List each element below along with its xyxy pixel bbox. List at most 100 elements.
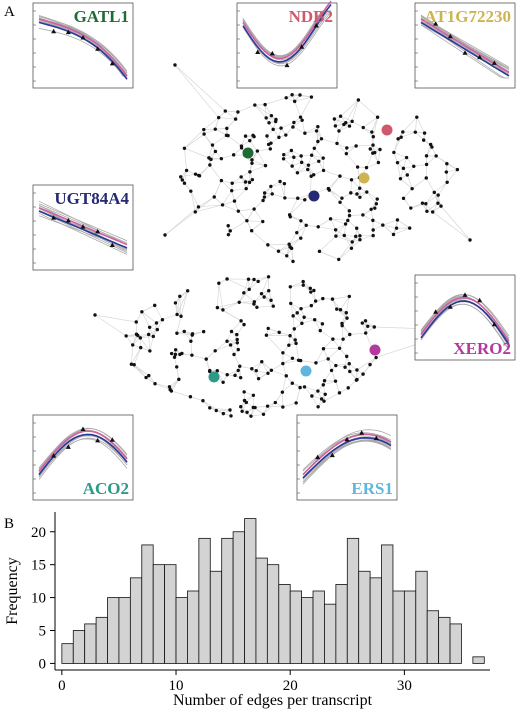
edge (254, 209, 263, 222)
edge (415, 132, 423, 140)
node (392, 233, 395, 236)
edge (215, 345, 230, 351)
node (190, 353, 193, 356)
edge (426, 192, 434, 203)
node (271, 192, 274, 195)
node (229, 229, 232, 232)
node (208, 406, 211, 409)
node (401, 130, 404, 133)
edge (337, 131, 339, 143)
edge (296, 388, 300, 403)
node (322, 399, 325, 402)
bar (427, 611, 438, 664)
node (283, 182, 286, 185)
node (289, 302, 292, 305)
edge (219, 118, 236, 120)
edge (142, 305, 155, 311)
node (344, 121, 347, 124)
y-tick-label: 15 (31, 558, 46, 574)
node (299, 115, 302, 118)
node (175, 365, 178, 368)
node (230, 189, 233, 192)
node (250, 367, 253, 370)
edge (244, 293, 255, 302)
node (371, 228, 374, 231)
panel-label: B (4, 516, 14, 532)
node (262, 295, 265, 298)
node (191, 333, 194, 336)
edge (329, 176, 340, 190)
edge (351, 180, 352, 193)
edge (268, 328, 279, 332)
node (345, 355, 348, 358)
edge (404, 189, 413, 199)
edge (227, 119, 236, 128)
node (349, 191, 352, 194)
node (316, 405, 319, 408)
edge (169, 379, 178, 386)
node (238, 301, 241, 304)
node (264, 116, 267, 119)
edge (215, 128, 227, 129)
node (148, 349, 151, 352)
node (366, 325, 369, 328)
edge (433, 212, 470, 240)
node (285, 254, 288, 257)
node (235, 333, 238, 336)
node (153, 382, 156, 385)
edge (441, 206, 470, 240)
gene-node (209, 372, 220, 383)
edge (214, 181, 221, 197)
node (269, 141, 272, 144)
node (321, 297, 324, 300)
node (312, 289, 315, 292)
node (274, 120, 277, 123)
node (329, 217, 332, 220)
edge (252, 222, 263, 231)
edge (301, 97, 312, 117)
bar (416, 571, 427, 663)
edge (403, 117, 417, 132)
edge (162, 314, 177, 319)
edge (252, 231, 268, 245)
edge (184, 148, 208, 158)
node (364, 319, 367, 322)
node (371, 219, 374, 222)
node (201, 399, 204, 402)
edge (357, 358, 376, 370)
node (211, 143, 214, 146)
edge (394, 152, 407, 157)
edge (328, 348, 339, 359)
edge (397, 220, 409, 228)
node (255, 369, 258, 372)
node (266, 372, 269, 375)
gene-label: UGT84A4 (54, 189, 129, 208)
node (299, 154, 302, 157)
edge (301, 361, 316, 363)
edge (426, 178, 434, 192)
y-tick-label: 20 (31, 525, 46, 541)
edge (191, 341, 192, 355)
node (233, 374, 236, 377)
node (214, 150, 217, 153)
node (445, 181, 448, 184)
node (348, 124, 351, 127)
node (236, 110, 239, 113)
node (306, 168, 309, 171)
edge (95, 315, 126, 336)
node (245, 219, 248, 222)
node (299, 219, 302, 222)
edge (350, 215, 363, 216)
edge (134, 348, 141, 365)
node (361, 372, 364, 375)
edge (283, 364, 286, 376)
node (250, 162, 253, 165)
node (436, 202, 439, 205)
node (242, 291, 245, 294)
node (281, 362, 284, 365)
node (205, 357, 208, 360)
node (282, 157, 285, 160)
node (298, 386, 301, 389)
bar (222, 538, 233, 663)
